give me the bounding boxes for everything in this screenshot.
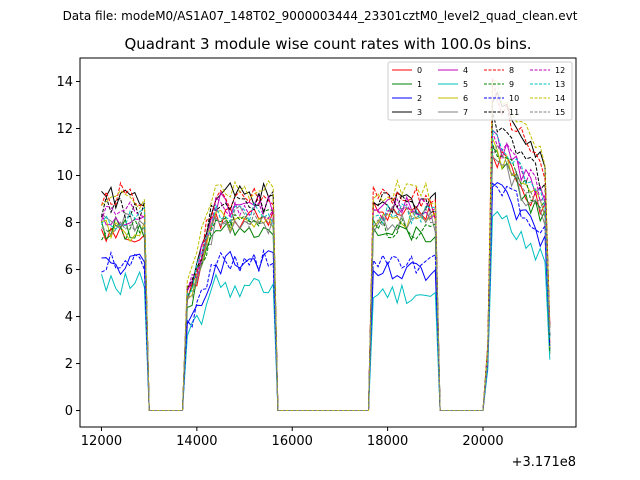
x-tick-label: 16000 (272, 434, 313, 449)
y-axis: 0 2 4 6 8 10 12 14 (56, 75, 80, 419)
legend-label-7: 7 (463, 108, 468, 117)
x-tick-label: 12000 (81, 434, 122, 449)
legend-label-9: 9 (509, 80, 514, 89)
chart-title: Quadrant 3 module wise count rates with … (124, 35, 531, 53)
legend-label-10: 10 (509, 94, 519, 103)
legend-label-8: 8 (509, 66, 514, 75)
x-axis: 12000 14000 16000 18000 20000 (81, 427, 504, 449)
legend-label-4: 4 (463, 66, 468, 75)
y-tick-label: 4 (65, 310, 73, 325)
legend-label-2: 2 (417, 94, 422, 103)
legend-label-5: 5 (463, 80, 468, 89)
legend-label-14: 14 (555, 94, 565, 103)
series-line-14 (101, 79, 551, 411)
y-tick-label: 10 (56, 169, 73, 184)
y-tick-label: 0 (65, 404, 73, 419)
legend-label-0: 0 (417, 66, 422, 75)
legend-label-13: 13 (555, 80, 565, 89)
legend-label-6: 6 (463, 94, 468, 103)
x-tick-label: 14000 (176, 434, 217, 449)
legend-label-1: 1 (417, 80, 422, 89)
y-tick-label: 8 (65, 216, 73, 231)
series-layer (101, 78, 551, 411)
legend-label-3: 3 (417, 108, 422, 117)
x-offset-label: +3.171e8 (512, 455, 576, 470)
legend-box (387, 61, 573, 121)
plot-frame (79, 57, 577, 428)
y-tick-label: 6 (65, 263, 73, 278)
chart-suptitle: Data file: modeM0/AS1A07_148T02_90000034… (63, 9, 578, 23)
x-tick-label: 18000 (367, 434, 408, 449)
y-tick-label: 12 (56, 122, 73, 137)
y-tick-label: 14 (56, 75, 73, 90)
legend-label-11: 11 (509, 108, 519, 117)
x-tick-label: 20000 (462, 434, 503, 449)
series-line-15 (101, 144, 551, 411)
y-tick-label: 2 (65, 357, 73, 372)
legend-label-12: 12 (555, 66, 565, 75)
legend-label-15: 15 (555, 108, 565, 117)
